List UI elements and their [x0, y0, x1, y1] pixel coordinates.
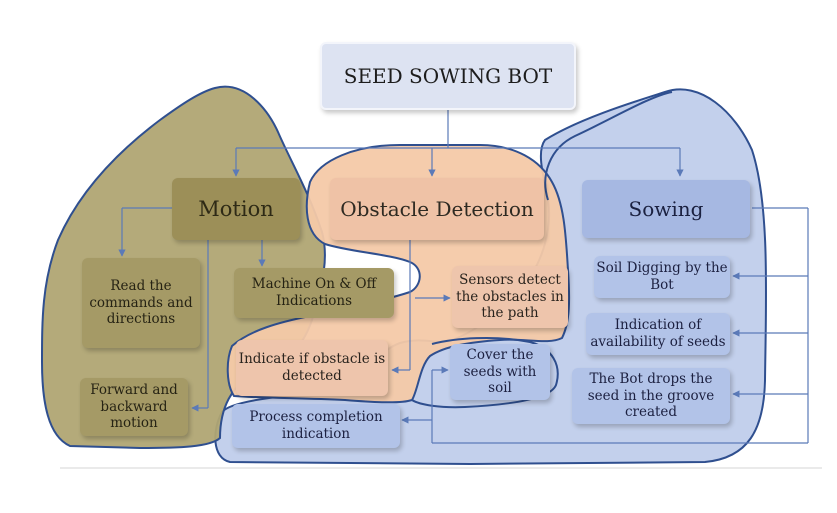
- sowing-cover-seeds: Cover the seeds with soil: [450, 344, 550, 400]
- motion-read-commands: Read the commands and directions: [82, 258, 200, 348]
- sowing-drop-seed: The Bot drops the seed in the groove cre…: [572, 368, 730, 424]
- obstacle-indicate-detected: Indicate if obstacle is detected: [236, 340, 388, 396]
- region-outline-stroke: [544, 91, 673, 201]
- obstacle-heading: Obstacle Detection: [330, 178, 544, 240]
- obstacle-sensors-detect: Sensors detect the obstacles in the path: [452, 266, 568, 328]
- motion-heading: Motion: [172, 178, 300, 240]
- sowing-heading: Sowing: [582, 180, 750, 238]
- diagram-title: SEED SOWING BOT: [320, 42, 576, 110]
- motion-forward-backward: Forward and backward motion: [80, 378, 188, 436]
- sowing-soil-digging: Soil Digging by the Bot: [594, 256, 730, 298]
- motion-on-off-indications: Machine On & Off Indications: [234, 268, 394, 318]
- sowing-process-completion: Process completion indication: [232, 404, 400, 448]
- region-outline-stroke: [411, 336, 559, 409]
- sowing-seed-availability: Indication of availability of seeds: [586, 313, 730, 355]
